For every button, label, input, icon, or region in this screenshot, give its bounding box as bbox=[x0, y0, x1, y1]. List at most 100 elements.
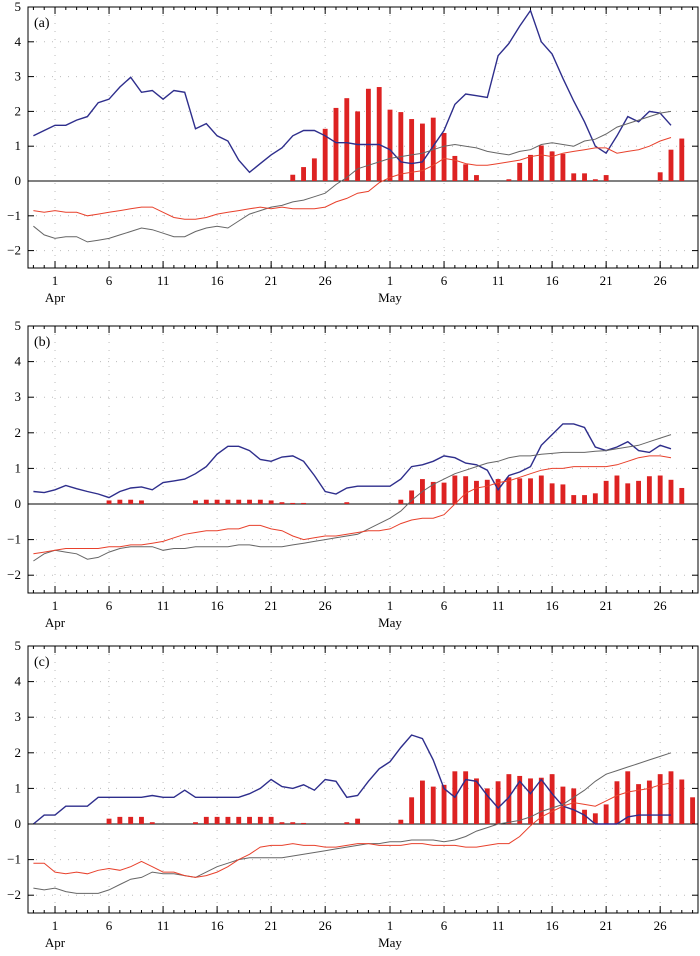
bar bbox=[582, 173, 587, 181]
ytick-label: −2 bbox=[7, 887, 21, 902]
panel-label: (b) bbox=[34, 335, 51, 350]
bar bbox=[657, 475, 663, 504]
xtick-label: 1 bbox=[52, 598, 59, 613]
bar bbox=[549, 483, 555, 504]
bar bbox=[279, 502, 285, 504]
month-label: Apr bbox=[45, 935, 66, 950]
bar bbox=[268, 500, 274, 504]
bar bbox=[290, 174, 296, 181]
bar bbox=[344, 822, 350, 824]
ytick-label: 0 bbox=[15, 173, 22, 188]
bar bbox=[106, 818, 112, 824]
bar bbox=[409, 797, 415, 824]
bar bbox=[149, 822, 155, 824]
bar bbox=[214, 816, 220, 824]
bar bbox=[517, 478, 523, 504]
xtick-label: 1 bbox=[387, 918, 394, 933]
xtick-label: 26 bbox=[654, 273, 668, 288]
bar bbox=[571, 173, 577, 181]
ytick-label: 0 bbox=[15, 496, 22, 511]
bar bbox=[344, 502, 350, 504]
bar bbox=[528, 778, 533, 824]
bar bbox=[117, 816, 123, 824]
xtick-label: 21 bbox=[600, 598, 613, 613]
ytick-label: −2 bbox=[7, 567, 21, 582]
bar bbox=[333, 107, 339, 181]
bar bbox=[139, 816, 144, 824]
bar bbox=[517, 775, 523, 824]
bar bbox=[441, 784, 447, 824]
ytick-label: 0 bbox=[15, 816, 22, 831]
xtick-label: 16 bbox=[211, 273, 225, 288]
bar bbox=[592, 493, 598, 504]
xtick-label: 26 bbox=[319, 598, 333, 613]
bar bbox=[247, 816, 252, 824]
bar bbox=[128, 499, 134, 504]
xtick-label: 11 bbox=[157, 918, 170, 933]
series-line-gray bbox=[33, 752, 672, 894]
bar bbox=[625, 771, 631, 824]
ytick-label: −1 bbox=[7, 532, 21, 547]
bar bbox=[257, 816, 263, 824]
bar bbox=[538, 777, 544, 824]
ytick-label: 4 bbox=[15, 34, 22, 49]
ytick-label: 5 bbox=[15, 0, 22, 14]
bar bbox=[290, 502, 296, 504]
bar bbox=[538, 145, 544, 181]
ytick-label: −1 bbox=[7, 852, 21, 867]
bar bbox=[247, 499, 252, 504]
bar bbox=[344, 98, 350, 181]
bar bbox=[301, 167, 306, 181]
month-label: May bbox=[378, 290, 402, 305]
bar bbox=[495, 479, 501, 504]
bar bbox=[592, 813, 598, 824]
xtick-label: 21 bbox=[265, 598, 278, 613]
bar bbox=[603, 804, 609, 824]
bar bbox=[668, 479, 674, 504]
bar bbox=[484, 479, 490, 504]
bar bbox=[236, 816, 242, 824]
bar bbox=[560, 484, 566, 504]
bar bbox=[236, 499, 242, 504]
xtick-label: 6 bbox=[106, 918, 113, 933]
bar bbox=[301, 502, 306, 504]
ytick-label: 5 bbox=[15, 638, 22, 653]
bar bbox=[679, 779, 685, 824]
bar bbox=[376, 87, 382, 181]
bar bbox=[420, 123, 425, 181]
xtick-label: 6 bbox=[106, 598, 113, 613]
bar bbox=[279, 822, 285, 824]
bar bbox=[268, 816, 274, 824]
bar bbox=[398, 499, 404, 504]
xtick-label: 16 bbox=[546, 918, 560, 933]
bar bbox=[398, 112, 404, 181]
bar bbox=[538, 475, 544, 504]
xtick-label: 1 bbox=[387, 598, 394, 613]
bar bbox=[484, 788, 490, 824]
bar bbox=[257, 499, 263, 504]
bar bbox=[463, 771, 469, 824]
xtick-label: 1 bbox=[52, 918, 59, 933]
bar bbox=[409, 490, 415, 504]
bar bbox=[355, 818, 361, 824]
series-line-blue bbox=[33, 8, 672, 174]
xtick-label: 21 bbox=[265, 273, 278, 288]
xtick-label: 21 bbox=[600, 273, 613, 288]
xtick-label: 1 bbox=[387, 273, 394, 288]
bar bbox=[430, 786, 436, 824]
bar bbox=[387, 109, 393, 181]
series-line-gray bbox=[33, 110, 672, 243]
xtick-label: 26 bbox=[654, 918, 668, 933]
bar bbox=[474, 175, 479, 181]
panel-label: (a) bbox=[34, 16, 50, 31]
bar bbox=[668, 771, 674, 824]
series-line-red bbox=[33, 782, 672, 878]
bar bbox=[506, 477, 512, 504]
ytick-label: 2 bbox=[15, 745, 22, 760]
bar bbox=[668, 149, 674, 181]
bar bbox=[646, 780, 652, 824]
bar bbox=[409, 119, 415, 181]
